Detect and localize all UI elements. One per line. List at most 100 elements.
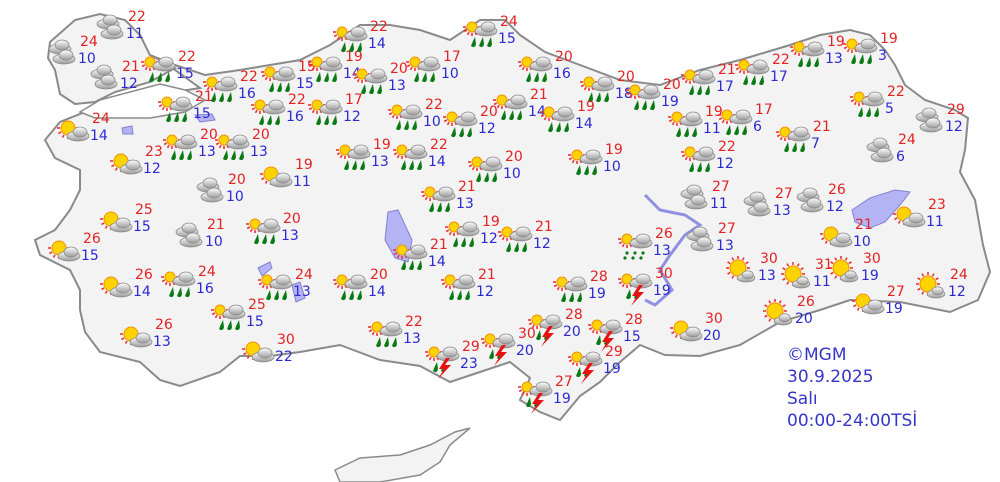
station: 21 13: [420, 180, 500, 222]
max-temp: 19: [345, 49, 363, 65]
rain-weather-icon: [790, 41, 825, 68]
forecast-date: 30.9.2025: [787, 367, 874, 387]
station: 26 12: [790, 183, 870, 225]
min-temp: 13: [198, 144, 216, 160]
min-temp: 10: [503, 166, 521, 182]
min-temp: 13: [758, 268, 776, 284]
station: 27 13: [737, 186, 817, 229]
max-temp: 22: [425, 97, 443, 113]
min-temp: 6: [896, 149, 905, 165]
rain-weather-icon: [393, 244, 428, 271]
max-temp: 27: [775, 186, 793, 202]
max-temp: 27: [555, 374, 573, 390]
max-temp: 21: [813, 119, 831, 135]
min-temp: 10: [853, 234, 871, 250]
min-temp: 13: [403, 331, 421, 347]
station: 28 19: [552, 270, 632, 312]
min-temp: 12: [826, 199, 844, 215]
rain-weather-icon: [251, 99, 286, 126]
rain-weather-icon: [393, 144, 428, 171]
rain-weather-icon: [333, 274, 368, 301]
min-temp: 15: [176, 66, 194, 82]
max-temp: 24: [198, 264, 216, 280]
station: 20 10: [467, 150, 547, 192]
max-temp: 19: [605, 142, 623, 158]
thunder-weather-icon: [568, 351, 603, 384]
min-temp: 15: [296, 76, 314, 92]
min-temp: 10: [205, 234, 223, 250]
max-temp: 21: [195, 89, 213, 105]
station: 21 14: [492, 87, 572, 130]
rain-weather-icon: [540, 106, 575, 133]
station: 20 13: [214, 127, 294, 170]
sun-cloud-weather-icon: [820, 226, 853, 248]
max-temp: 30: [863, 251, 881, 267]
cloudy-weather-icon: [680, 184, 708, 210]
rain-weather-icon: [141, 56, 176, 83]
station: 30 20: [480, 327, 560, 369]
max-temp: 25: [135, 202, 153, 218]
rain-weather-icon: [246, 218, 281, 245]
max-temp: 27: [718, 221, 736, 237]
rain-weather-icon: [735, 59, 770, 86]
max-temp: 26: [83, 231, 101, 247]
rain-weather-icon: [463, 21, 498, 48]
station: 20 16: [517, 50, 597, 92]
station: 21 12: [497, 220, 577, 262]
station: 27 13: [680, 221, 760, 264]
min-temp: 12: [948, 284, 966, 300]
cloudy-weather-icon: [866, 137, 894, 163]
max-temp: 30: [760, 251, 778, 267]
min-temp: 12: [120, 76, 138, 92]
station: 20 13: [352, 62, 432, 104]
max-temp: 30: [655, 266, 673, 282]
rain-weather-icon: [258, 274, 293, 301]
station: 21 14: [392, 238, 472, 280]
rain-weather-icon: [681, 146, 716, 173]
max-temp: 22: [288, 92, 306, 108]
min-temp: 13: [388, 78, 406, 94]
cyprus: [334, 427, 471, 482]
cloudy-weather-icon: [96, 14, 124, 40]
max-temp: 30: [705, 311, 723, 327]
min-temp: 19: [588, 286, 606, 302]
sun-cloud-weather-icon: [670, 320, 703, 342]
rain-weather-icon: [468, 156, 503, 183]
min-temp: 19: [661, 94, 679, 110]
station: 20 10: [190, 173, 270, 215]
thunder-weather-icon: [481, 333, 516, 366]
rain-weather-icon: [518, 56, 553, 83]
thunder-weather-icon: [425, 346, 460, 379]
station: 22 15: [140, 50, 220, 92]
max-temp: 21: [530, 87, 548, 103]
station: 30 22: [239, 333, 319, 375]
max-temp: 24: [500, 14, 518, 30]
lake-iznik: [194, 113, 216, 123]
rain-weather-icon: [368, 321, 403, 348]
station: 23 11: [890, 198, 970, 240]
max-temp: 25: [248, 297, 266, 313]
rain-weather-icon: [163, 134, 198, 161]
sun-cloud-weather-icon: [48, 240, 81, 262]
station: 19 3: [842, 32, 922, 74]
min-temp: 17: [716, 79, 734, 95]
max-temp: 19: [577, 99, 595, 115]
rain-weather-icon: [333, 26, 368, 53]
cloudy-weather-icon: [90, 64, 118, 90]
max-temp: 22: [887, 84, 905, 100]
min-temp: 20: [516, 343, 534, 359]
max-temp: 20: [252, 127, 270, 143]
thunder-weather-icon: [618, 273, 653, 306]
cloudy-weather-icon: [48, 39, 76, 65]
min-temp: 16: [553, 66, 571, 82]
rain-weather-icon: [308, 56, 343, 83]
min-temp: 19: [885, 301, 903, 317]
station: 24 14: [54, 112, 134, 154]
max-temp: 24: [295, 267, 313, 283]
max-temp: 28: [625, 312, 643, 328]
min-temp: 6: [753, 119, 762, 135]
min-temp: 14: [428, 154, 446, 170]
min-temp: 16: [238, 86, 256, 102]
min-temp: 16: [196, 281, 214, 297]
